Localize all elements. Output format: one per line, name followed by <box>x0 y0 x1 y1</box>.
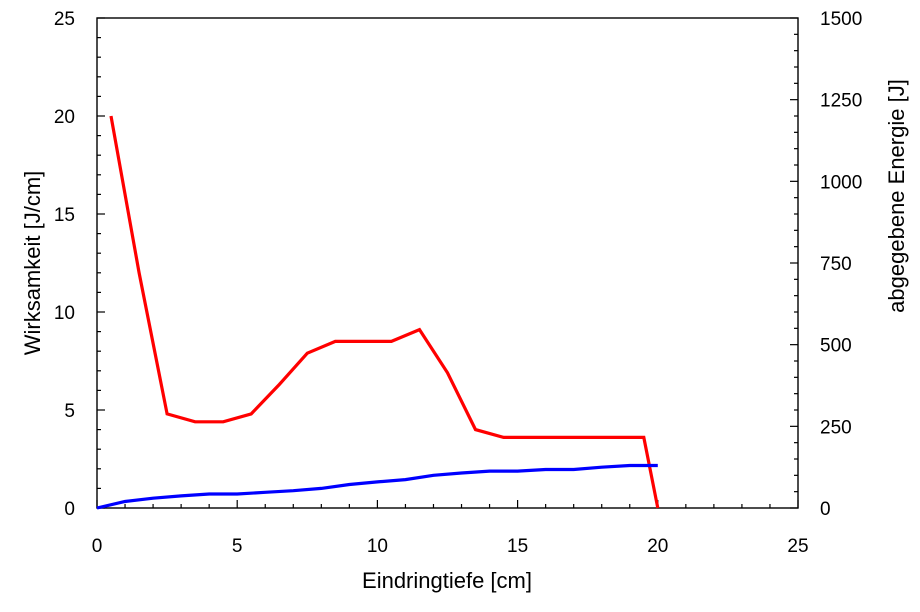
energy-series-line <box>96 463 658 510</box>
y-tick-label: 25 <box>54 9 75 30</box>
y2-tick-label: 0 <box>820 499 831 520</box>
y2-tick-label: 1500 <box>820 9 862 30</box>
x-tick-label: 25 <box>787 536 808 557</box>
plot-frame <box>96 17 799 509</box>
y2-axis-title: abgegebene Energie [J] <box>884 79 909 313</box>
y-tick-label: 10 <box>54 303 75 324</box>
effectiveness-series-line <box>109 115 660 509</box>
y-axis-title: Wirksamkeit [J/cm] <box>20 171 45 356</box>
x-axis-title: Eindringtiefe [cm] <box>362 568 532 593</box>
y-tick-label: 5 <box>64 401 75 422</box>
x-tick-label: 20 <box>647 536 668 557</box>
y2-tick-label: 1000 <box>820 172 862 193</box>
y2-tick-label: 750 <box>820 254 852 275</box>
y2-tick-label: 1250 <box>820 91 862 112</box>
y-tick-label: 20 <box>54 107 75 128</box>
x-tick-label: 5 <box>232 536 243 557</box>
y2-tick-label: 250 <box>820 417 852 438</box>
y2-tick-label: 500 <box>820 336 852 357</box>
y-tick-label: 0 <box>64 499 75 520</box>
x-tick-label: 15 <box>507 536 528 557</box>
y-tick-label: 15 <box>54 205 75 226</box>
x-tick-label: 0 <box>92 536 103 557</box>
x-tick-label: 10 <box>367 536 388 557</box>
